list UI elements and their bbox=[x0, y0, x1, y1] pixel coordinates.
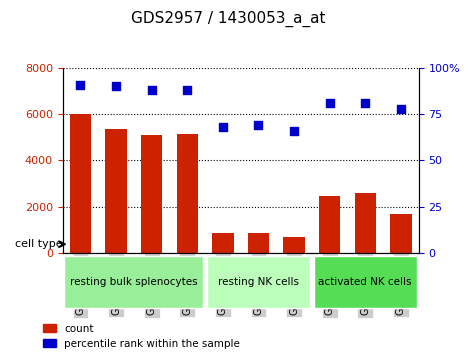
Bar bbox=[212, 233, 234, 253]
Bar bbox=[319, 196, 340, 253]
Bar bbox=[284, 237, 305, 253]
Point bbox=[290, 128, 298, 133]
Point bbox=[326, 100, 333, 106]
Bar bbox=[248, 233, 269, 253]
Bar bbox=[141, 135, 162, 253]
Point bbox=[112, 84, 120, 89]
Text: resting NK cells: resting NK cells bbox=[218, 277, 299, 287]
Text: cell type: cell type bbox=[15, 239, 63, 249]
Text: GDS2957 / 1430053_a_at: GDS2957 / 1430053_a_at bbox=[131, 11, 325, 27]
Bar bbox=[354, 193, 376, 253]
Point bbox=[397, 106, 405, 112]
Point bbox=[219, 124, 227, 130]
FancyBboxPatch shape bbox=[65, 256, 203, 308]
Bar bbox=[70, 114, 91, 253]
Point bbox=[76, 82, 84, 87]
FancyBboxPatch shape bbox=[207, 256, 310, 308]
Bar bbox=[177, 134, 198, 253]
Point bbox=[183, 87, 191, 93]
Point bbox=[148, 87, 155, 93]
Point bbox=[255, 122, 262, 128]
Bar bbox=[390, 213, 411, 253]
Bar bbox=[105, 129, 127, 253]
Text: resting bulk splenocytes: resting bulk splenocytes bbox=[70, 277, 198, 287]
Legend: count, percentile rank within the sample: count, percentile rank within the sample bbox=[43, 324, 240, 349]
Point bbox=[361, 100, 369, 106]
FancyBboxPatch shape bbox=[314, 256, 417, 308]
Text: activated NK cells: activated NK cells bbox=[319, 277, 412, 287]
